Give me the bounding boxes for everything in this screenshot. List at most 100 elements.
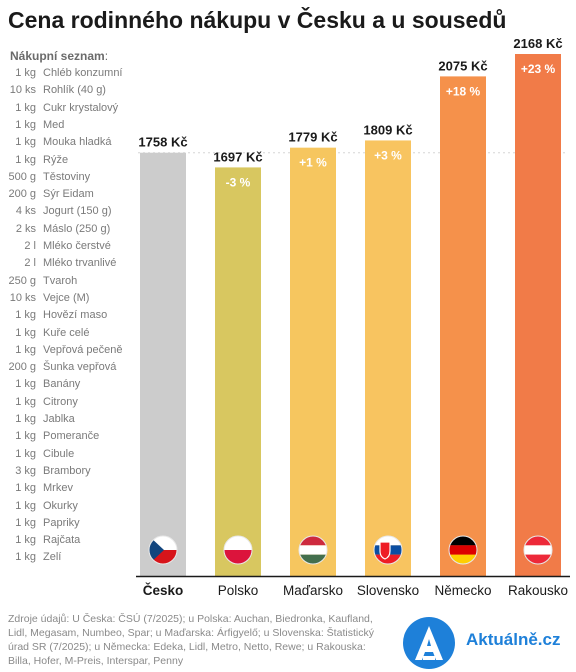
list-item-quantity: 1 kg bbox=[15, 153, 36, 166]
list-item-quantity: 2 l bbox=[24, 257, 36, 270]
list-item-name: Rajčata bbox=[43, 534, 81, 547]
brand-name[interactable]: Aktuálně.cz bbox=[466, 630, 561, 649]
cz-flag-icon bbox=[148, 535, 178, 565]
hu-flag-icon bbox=[298, 535, 328, 565]
bar bbox=[215, 167, 261, 577]
list-item: 2 ks Máslo (250 g) bbox=[0, 223, 130, 240]
bar bbox=[515, 54, 561, 576]
list-item: 500 g Těstoviny bbox=[0, 171, 130, 188]
category-label: Rakousko bbox=[508, 583, 568, 598]
list-item: 1 kg Papriky bbox=[0, 517, 130, 534]
list-item-quantity: 1 kg bbox=[15, 482, 36, 495]
list-item-quantity: 1 kg bbox=[15, 430, 36, 443]
list-item: 4 ks Jogurt (150 g) bbox=[0, 205, 130, 222]
list-item: 1 kg Rajčata bbox=[0, 534, 130, 551]
value-label: 1809 Kč bbox=[363, 122, 412, 137]
percent-diff-label: +3 % bbox=[374, 148, 402, 162]
list-item-name: Brambory bbox=[43, 464, 91, 477]
list-item-name: Vepřová pečeně bbox=[43, 343, 123, 356]
list-item-quantity: 1 kg bbox=[15, 309, 36, 322]
list-item-name: Máslo (250 g) bbox=[43, 222, 111, 235]
list-item: 1 kg Jablka bbox=[0, 413, 130, 430]
list-item-name: Cibule bbox=[43, 447, 75, 460]
shopping-list-header-text: Nákupní seznam bbox=[10, 49, 105, 63]
list-item-name: Chléb konzumní bbox=[43, 67, 123, 79]
list-item-name: Sýr Eidam bbox=[43, 188, 94, 201]
de-flag-icon bbox=[448, 535, 478, 565]
list-item-name: Mouka hladká bbox=[43, 136, 112, 149]
list-item: 1 kg Cukr krystalový bbox=[0, 102, 130, 119]
percent-diff-label: -3 % bbox=[226, 175, 251, 189]
category-label: Polsko bbox=[218, 583, 259, 598]
list-item-name: Vejce (M) bbox=[43, 291, 90, 304]
list-item-quantity: 500 g bbox=[8, 170, 36, 183]
sk-flag-icon bbox=[373, 535, 403, 565]
list-item: 1 kg Rýže bbox=[0, 154, 130, 171]
list-item: 2 l Mléko čerstvé bbox=[0, 240, 130, 257]
shopping-list-header: Nákupní seznam: bbox=[10, 49, 109, 63]
list-item-quantity: 1 kg bbox=[15, 534, 36, 547]
category-label: Česko bbox=[143, 583, 184, 598]
aktualne-logo[interactable] bbox=[403, 617, 455, 669]
list-item-name: Mléko čerstvé bbox=[43, 240, 111, 252]
list-item: 1 kg Kuře celé bbox=[0, 327, 130, 344]
list-item: 1 kg Zelí bbox=[0, 551, 130, 568]
bar bbox=[140, 152, 186, 576]
list-item-quantity: 250 g bbox=[8, 274, 36, 287]
bar-group: 1697 Kč -3 % Polsko bbox=[213, 149, 262, 598]
bar-group: 2168 Kč +23 % Rakousko bbox=[508, 36, 568, 598]
category-label: Německo bbox=[434, 583, 491, 598]
source-note: Zdroje údajů: U Česka: ČSÚ (7/2025); u P… bbox=[8, 613, 374, 667]
bar-group: 1809 Kč +3 % Slovensko bbox=[357, 122, 419, 598]
list-item-quantity: 10 ks bbox=[9, 291, 36, 304]
list-item: 1 kg Citrony bbox=[0, 396, 130, 413]
logo-a-icon bbox=[415, 626, 443, 660]
list-item-name: Šunka vepřová bbox=[43, 361, 117, 374]
bar-group: 2075 Kč +18 % Německo bbox=[434, 58, 491, 598]
percent-diff-label: +1 % bbox=[299, 156, 327, 170]
percent-diff-label: +18 % bbox=[446, 84, 481, 98]
list-item-quantity: 1 kg bbox=[15, 101, 36, 114]
list-item-quantity: 1 kg bbox=[15, 395, 36, 408]
list-item: 200 g Sýr Eidam bbox=[0, 188, 130, 205]
list-item-quantity: 1 kg bbox=[15, 551, 36, 564]
pl-flag-icon bbox=[223, 535, 253, 565]
list-item: 1 kg Banány bbox=[0, 378, 130, 395]
list-item-name: Rohlík (40 g) bbox=[43, 84, 106, 97]
list-item-quantity: 2 l bbox=[24, 240, 36, 252]
list-item: 1 kg Pomeranče bbox=[0, 430, 130, 447]
bar-group: 1779 Kč +1 % Maďarsko bbox=[283, 130, 343, 598]
list-item: 1 kg Med bbox=[0, 119, 130, 136]
list-item-quantity: 1 kg bbox=[15, 326, 36, 339]
list-item: 3 kg Brambory bbox=[0, 465, 130, 482]
list-item-quantity: 1 kg bbox=[15, 413, 36, 425]
list-item-name: Citrony bbox=[43, 395, 78, 408]
list-item-quantity: 1 kg bbox=[15, 118, 36, 131]
list-item-name: Banány bbox=[43, 378, 81, 391]
value-label: 1779 Kč bbox=[288, 130, 337, 145]
bar bbox=[365, 140, 411, 577]
list-item: 1 kg Hovězí maso bbox=[0, 309, 130, 326]
list-item-quantity: 1 kg bbox=[15, 67, 36, 79]
list-item-quantity: 200 g bbox=[8, 361, 36, 374]
percent-diff-label: +23 % bbox=[521, 62, 556, 76]
list-item: 1 kg Cibule bbox=[0, 448, 130, 465]
list-item-name: Jablka bbox=[43, 413, 75, 425]
at-flag-icon bbox=[523, 535, 553, 565]
list-item-name: Těstoviny bbox=[43, 170, 91, 183]
list-item-name: Okurky bbox=[43, 499, 78, 512]
list-item-name: Pomeranče bbox=[43, 430, 100, 443]
category-label: Maďarsko bbox=[283, 583, 343, 598]
value-label: 1697 Kč bbox=[213, 149, 262, 164]
list-item-quantity: 10 ks bbox=[9, 84, 36, 97]
list-item-quantity: 1 kg bbox=[15, 136, 36, 149]
bar bbox=[290, 147, 336, 576]
list-item: 1 kg Okurky bbox=[0, 500, 130, 517]
list-item-quantity: 1 kg bbox=[15, 447, 36, 460]
list-item: 1 kg Vepřová pečeně bbox=[0, 344, 130, 361]
list-item-quantity: 3 kg bbox=[15, 464, 36, 477]
bar-group: 1758 Kč Česko bbox=[138, 135, 187, 598]
list-item-name: Kuře celé bbox=[43, 326, 90, 339]
list-item-name: Med bbox=[43, 118, 65, 131]
list-item: 1 kg Chléb konzumní bbox=[0, 67, 130, 84]
